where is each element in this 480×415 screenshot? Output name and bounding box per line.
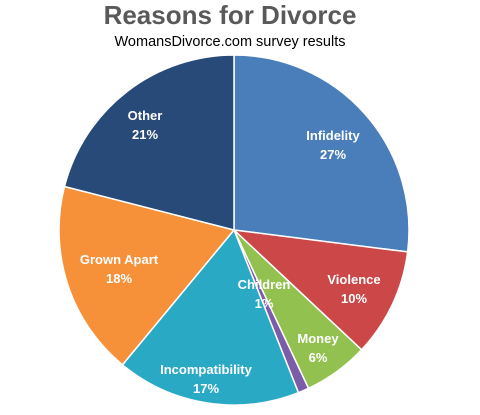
chart-subtitle: WomansDivorce.com survey results [114, 34, 346, 50]
pie-slice-violence [233, 229, 409, 351]
slice-value-incompatibility: 17% [193, 381, 219, 396]
pie-slice-incompatibility [121, 229, 300, 406]
slice-value-children: 1% [255, 296, 274, 311]
slice-label-infidelity: Infidelity [306, 128, 360, 143]
slice-value-infidelity: 27% [320, 147, 346, 162]
pie-slice-other [63, 54, 235, 231]
pie-labels: Infidelity 27% Violence 10% Money 6% Children 1… [80, 108, 381, 396]
slice-label-children: Children [238, 277, 291, 292]
slice-label-violence: Violence [327, 272, 380, 287]
slice-label-grown-apart: Grown Apart [80, 252, 159, 267]
pie-slices [58, 54, 410, 406]
pie-slice-infidelity [233, 54, 410, 253]
pie-slice-grown-apart [58, 185, 235, 366]
slice-value-violence: 10% [341, 291, 367, 306]
slice-label-incompatibility: Incompatibility [160, 362, 253, 377]
slice-value-money: 6% [309, 350, 328, 365]
slice-label-other: Other [128, 108, 163, 123]
slice-value-grown-apart: 18% [106, 271, 132, 286]
slice-value-other: 21% [132, 127, 158, 142]
slice-label-money: Money [297, 331, 339, 346]
chart-title: Reasons for Divorce [103, 0, 357, 30]
